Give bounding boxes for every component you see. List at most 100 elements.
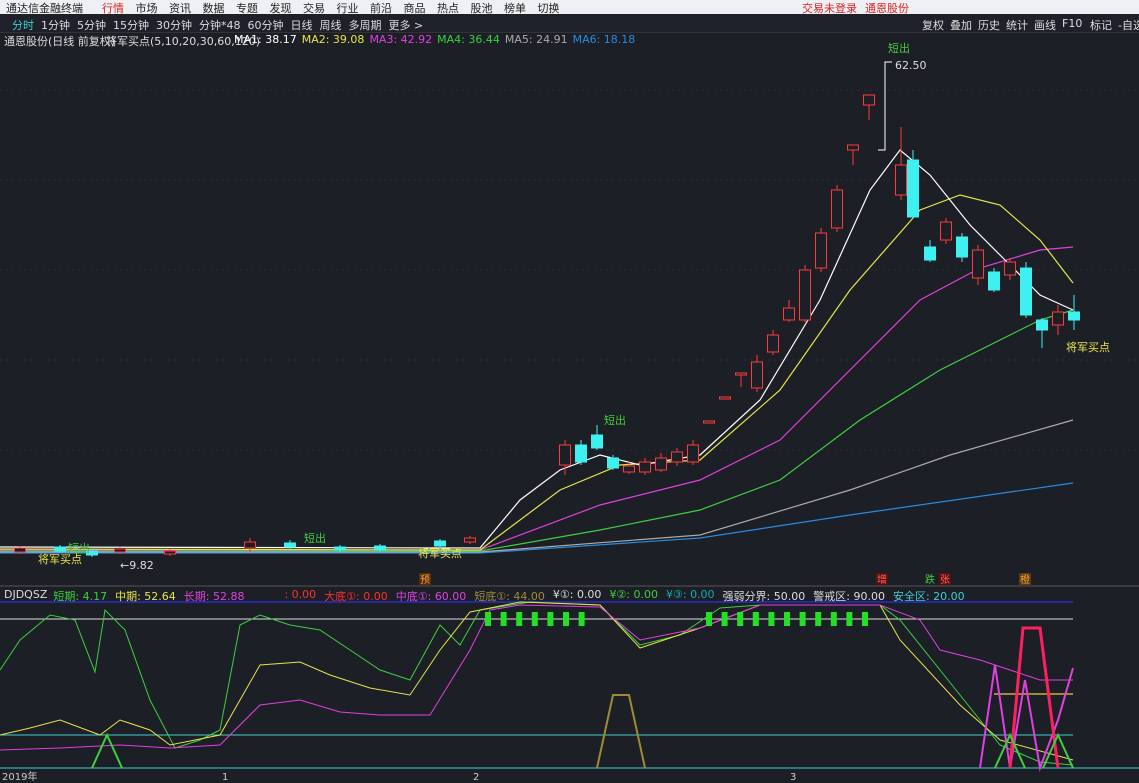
indicator-bar	[578, 612, 585, 626]
menu-item[interactable]: 切换	[537, 2, 560, 15]
ma-value: MA6: 18.18	[572, 33, 636, 46]
menu-item[interactable]: 商品	[403, 2, 426, 15]
period-tab[interactable]: 15分钟	[113, 19, 149, 32]
candle-body	[1004, 261, 1016, 276]
indicator-bar	[721, 612, 728, 626]
time-axis: 2019年 1 2 3	[2, 770, 796, 783]
candle-body	[1020, 267, 1032, 316]
candle-body	[751, 361, 763, 389]
menu-item[interactable]: 行业	[336, 2, 359, 15]
chart-header: 通恩股份(日线 前复权) 将军买点(5,10,20,30,60,120) MA1…	[0, 32, 1139, 48]
candles	[14, 94, 1080, 557]
candle-body	[607, 457, 619, 469]
ma-lines	[0, 149, 1074, 554]
candle-body	[956, 236, 968, 258]
candle-body	[767, 334, 779, 353]
tool-button[interactable]: 叠加	[950, 19, 972, 32]
candle-body	[1036, 319, 1048, 331]
period-tab[interactable]: 分时	[12, 19, 34, 32]
candle-body	[671, 451, 683, 463]
menu-item[interactable]: 专题	[236, 2, 258, 15]
buy-signal: 将军买点	[38, 553, 82, 566]
signal-tag: 跌	[925, 573, 935, 586]
status-item[interactable]: 交易未登录	[802, 2, 857, 15]
tool-button[interactable]: 标记	[1090, 19, 1112, 32]
candle-body	[164, 550, 176, 555]
period-tab[interactable]: 5分钟	[77, 19, 106, 32]
candle-body	[575, 444, 587, 463]
candle-body	[847, 144, 859, 151]
indicator-bar	[768, 612, 775, 626]
menu-item[interactable]: 行情	[102, 2, 124, 15]
menu-item[interactable]: 热点	[437, 2, 459, 15]
menu-item[interactable]: 前沿	[370, 2, 392, 15]
candle-body	[687, 444, 699, 463]
candle-body	[284, 542, 296, 548]
period-tab[interactable]: 周线	[319, 19, 342, 32]
tool-button[interactable]: 统计	[1006, 19, 1028, 32]
signal-tag: 张	[940, 574, 950, 586]
tool-button[interactable]: 画线	[1034, 19, 1056, 32]
candle-body	[924, 246, 936, 261]
time-label: 3	[790, 772, 796, 783]
tool-button[interactable]: 复权	[922, 19, 944, 32]
indicator-value: 大底①: 0.00	[324, 590, 388, 603]
indicator-bar	[862, 612, 868, 626]
candle-body	[434, 540, 446, 547]
period-tab[interactable]: 多周期	[348, 19, 382, 32]
grid	[0, 89, 1139, 451]
indicator-value: : 0.00	[284, 588, 317, 601]
tool-button[interactable]: F10	[1062, 17, 1083, 30]
indicator-bar	[815, 612, 822, 626]
indicator-bars	[485, 612, 868, 626]
period-tab[interactable]: 更多 >	[388, 19, 424, 32]
menu-item[interactable]: 市场	[135, 2, 158, 15]
tool-button[interactable]: 历史	[978, 19, 1000, 32]
indicator-lines	[0, 601, 1074, 772]
menu-item[interactable]: 发现	[269, 2, 292, 15]
indicator-bar	[737, 612, 744, 626]
candle-body	[54, 546, 66, 552]
candle-body	[464, 537, 476, 543]
menu-item[interactable]: 股池	[470, 2, 493, 15]
buy-signal: 将军买点	[418, 547, 462, 560]
ma-value: MA2: 39.08	[301, 33, 365, 46]
candle-body	[703, 420, 715, 424]
indicator-value: 短期: 4.17	[53, 590, 108, 603]
indicator-value: ¥②: 0.00	[609, 588, 658, 601]
candle-body	[895, 164, 907, 196]
tool-button[interactable]: -自选	[1118, 19, 1139, 32]
candle-body	[591, 434, 603, 449]
menu-item[interactable]: 资讯	[169, 2, 191, 15]
menu-item[interactable]: 交易	[303, 2, 325, 15]
menu-item[interactable]: 榜单	[504, 2, 526, 15]
candle-body	[863, 94, 875, 106]
status-item[interactable]: 通恩股份	[865, 2, 909, 15]
app-name: 通达信金融终端	[6, 2, 83, 15]
candle-body	[1052, 311, 1064, 326]
menu-item[interactable]: 数据	[202, 2, 225, 15]
indicator-bar	[563, 612, 569, 626]
period-tab[interactable]: 分钟*48	[199, 19, 241, 32]
candle-body	[14, 547, 26, 553]
period-tab[interactable]: 60分钟	[247, 19, 284, 32]
signal-tags: 预 增 跌 张 橙	[419, 573, 1031, 586]
buy-signal: 将军买点	[1066, 341, 1110, 354]
indicator-value: ¥③: 0.00	[666, 588, 715, 601]
indicator-bar	[547, 612, 554, 626]
signal-tag: 橙	[1020, 573, 1030, 586]
period-tab[interactable]: 30分钟	[156, 19, 192, 32]
candle-body	[1068, 311, 1080, 321]
indicator-value: 警戒区: 90.00	[813, 590, 885, 603]
indicator-bar	[830, 612, 837, 626]
signal-tag: 增	[877, 573, 887, 586]
indicator-bar	[784, 612, 790, 626]
candle-body	[815, 232, 827, 269]
indicator-name: DJDQSZ	[4, 588, 48, 601]
indicator-bar	[706, 612, 712, 626]
period-tab[interactable]: 1分钟	[41, 19, 70, 32]
candle-body	[735, 372, 747, 376]
sell-signal: 短出	[604, 413, 626, 427]
period-tab[interactable]: 日线	[290, 19, 313, 32]
indicator-value: ¥①: 0.00	[552, 588, 602, 601]
